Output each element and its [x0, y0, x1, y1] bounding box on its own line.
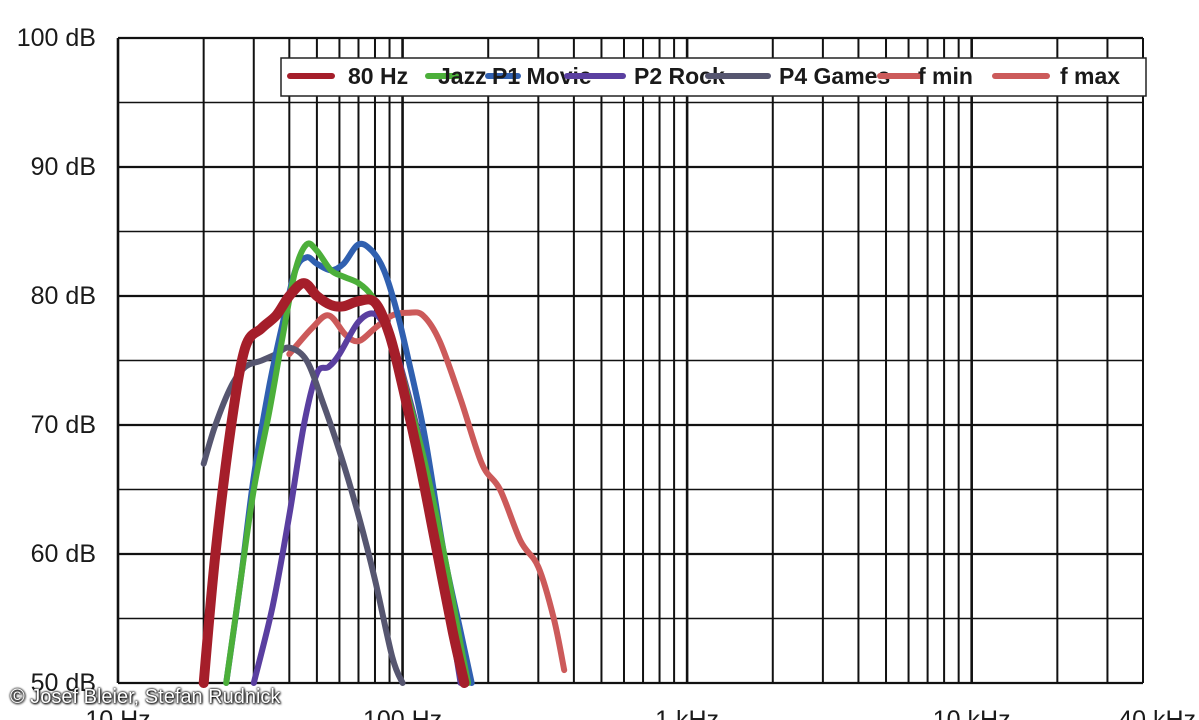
series-line-jazz-p1-movie: [223, 240, 472, 686]
photo-credit: © Josef Bleier, Stefan Rudnick: [10, 686, 281, 708]
series-lines: [198, 240, 568, 688]
legend: 80 Hz Jazz P1 Movie P2 Rock P4 Games f min f m…: [280, 57, 1147, 97]
y-tick-label: 60 dB: [31, 540, 96, 568]
y-tick-label: 70 dB: [31, 411, 96, 439]
legend-label: f max: [1060, 63, 1120, 89]
grid: [116, 36, 1144, 685]
y-tick-label: 90 dB: [31, 153, 96, 181]
series-line-80-hz: [198, 278, 470, 688]
x-tick-label: 1 kHz: [655, 706, 719, 720]
series-line-p2-rock: [223, 240, 475, 686]
series-line-f-max: [286, 309, 568, 674]
legend-label: Jazz: [438, 63, 487, 89]
legend-label: P4 Games: [779, 63, 890, 89]
x-tick-label: 10 kHz: [933, 706, 1011, 720]
x-tick-label: 100 Hz: [363, 706, 442, 720]
y-tick-label: 50 dB: [31, 669, 96, 697]
x-tick-label: 40 kHz: [1118, 706, 1196, 720]
axis-labels: 100 dB 90 dB 80 dB 70 dB 60 dB 50 dB 10 Hz 100 …: [17, 24, 1196, 720]
legend-label: 80 Hz: [348, 63, 408, 89]
legend-label: f min: [918, 63, 973, 89]
y-tick-label: 80 dB: [31, 282, 96, 310]
x-tick-label: 10 Hz: [85, 706, 150, 720]
y-tick-label: 100 dB: [17, 24, 96, 52]
